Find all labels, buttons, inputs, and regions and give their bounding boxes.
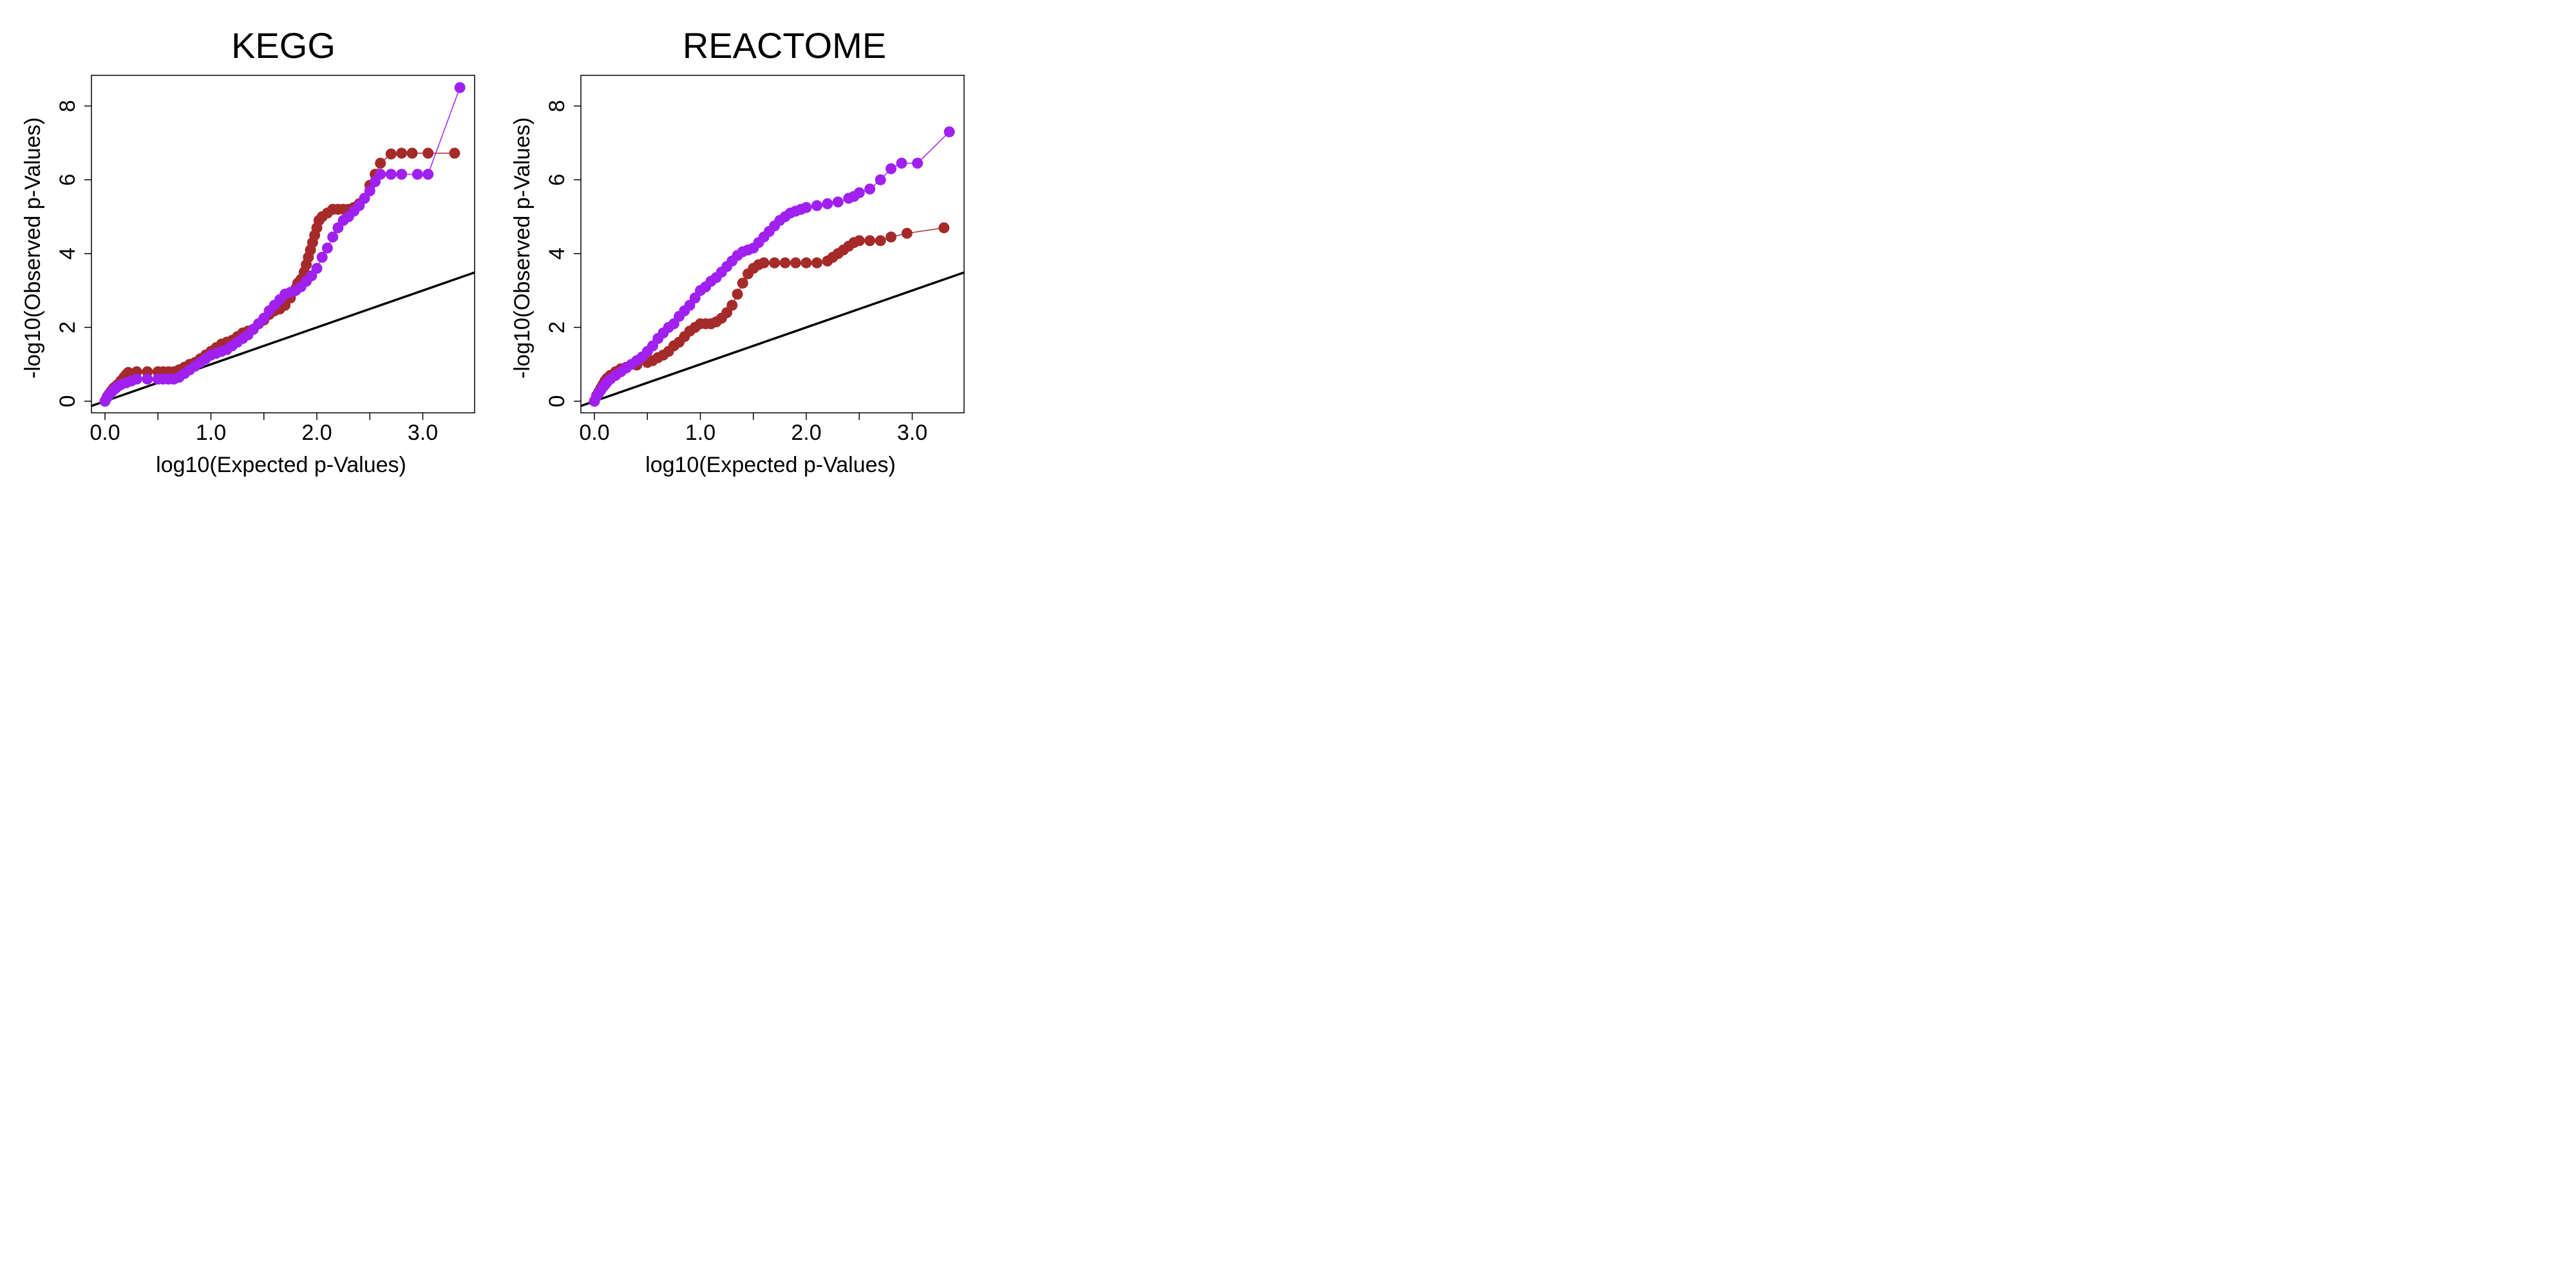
- data-point: [396, 169, 408, 180]
- series-1: [589, 126, 955, 407]
- y-tick-label: 6: [55, 174, 80, 186]
- y-tick-label: 0: [545, 395, 569, 408]
- data-point: [321, 242, 333, 254]
- y-tick-label: 2: [55, 321, 80, 334]
- plot-frame: [580, 75, 965, 413]
- x-tick-label: 1.0: [196, 421, 226, 445]
- data-point: [131, 374, 142, 385]
- x-axis-label: log10(Expected p-Values): [645, 453, 896, 477]
- x-tick-label: 3.0: [408, 421, 438, 445]
- y-tick-label: 4: [545, 247, 569, 260]
- y-tick-label: 0: [55, 395, 80, 408]
- figure-background: [0, 0, 995, 497]
- data-point: [811, 200, 822, 211]
- data-point: [896, 157, 907, 169]
- qq-plot-kegg: KEGG 0.0 1.0 2.0 3.0 0 2 4 6 8 log10(Expected p-Va…: [21, 25, 475, 477]
- data-point: [811, 257, 822, 269]
- data-point: [142, 374, 153, 385]
- data-point: [864, 235, 876, 247]
- plot-frame: [91, 75, 475, 413]
- data-point: [800, 202, 812, 213]
- data-point: [758, 257, 770, 269]
- data-point: [422, 147, 434, 159]
- data-point: [779, 257, 791, 269]
- x-tick-label: 3.0: [897, 421, 927, 445]
- data-point: [311, 263, 323, 274]
- data-point: [912, 157, 923, 169]
- y-axis-label: -log10(Observed p-Values): [21, 117, 45, 379]
- x-tick-label: 0.0: [579, 421, 609, 445]
- data-point: [853, 187, 865, 198]
- data-point: [385, 148, 397, 160]
- data-point: [412, 169, 423, 180]
- data-point: [943, 126, 955, 138]
- data-point: [832, 196, 844, 208]
- data-point: [385, 169, 397, 180]
- x-tick-label: 2.0: [301, 421, 332, 445]
- y-axis-label: -log10(Observed p-Values): [510, 117, 535, 379]
- data-point: [886, 231, 897, 243]
- y-tick-label: 8: [545, 100, 569, 112]
- data-point: [454, 82, 466, 93]
- chart-title: REACTOME: [683, 25, 886, 66]
- y-tick-label: 8: [55, 100, 80, 112]
- data-point: [375, 169, 386, 180]
- x-tick-label: 1.0: [685, 421, 715, 445]
- data-point: [875, 235, 886, 247]
- data-point: [726, 299, 738, 311]
- y-tick-label: 4: [55, 247, 80, 260]
- data-point: [769, 257, 781, 269]
- data-point: [901, 227, 913, 239]
- figure: KEGG 0.0 1.0 2.0 3.0 0 2 4 6 8 log10(Expected p-Va…: [0, 0, 995, 497]
- y-tick-label: 6: [545, 174, 569, 186]
- data-point: [875, 174, 886, 185]
- data-point: [406, 147, 418, 159]
- data-point: [790, 257, 801, 269]
- data-point: [316, 252, 328, 263]
- data-point: [327, 231, 339, 243]
- data-point: [422, 169, 434, 180]
- data-point: [364, 185, 375, 196]
- qq-plot-reactome: REACTOME 0.0 1.0 2.0 3.0 0 2 4 6 8 log10(Expected …: [510, 25, 965, 477]
- x-axis-label: log10(Expected p-Values): [156, 453, 406, 477]
- y-tick-label: 2: [545, 321, 569, 334]
- data-point: [122, 366, 134, 378]
- data-point: [800, 257, 812, 269]
- data-point: [886, 163, 897, 175]
- data-point: [737, 278, 748, 289]
- data-point: [732, 289, 743, 300]
- x-tick-label: 0.0: [90, 421, 120, 445]
- chart-title: KEGG: [231, 25, 336, 66]
- series-1: [99, 82, 466, 407]
- x-tick-label: 2.0: [791, 421, 821, 445]
- data-point: [938, 222, 950, 234]
- data-point: [822, 198, 833, 209]
- data-point: [375, 157, 386, 169]
- data-point: [449, 147, 460, 159]
- data-point: [853, 235, 865, 247]
- data-point: [396, 147, 408, 159]
- reference-line: [581, 271, 964, 408]
- data-point: [864, 184, 876, 194]
